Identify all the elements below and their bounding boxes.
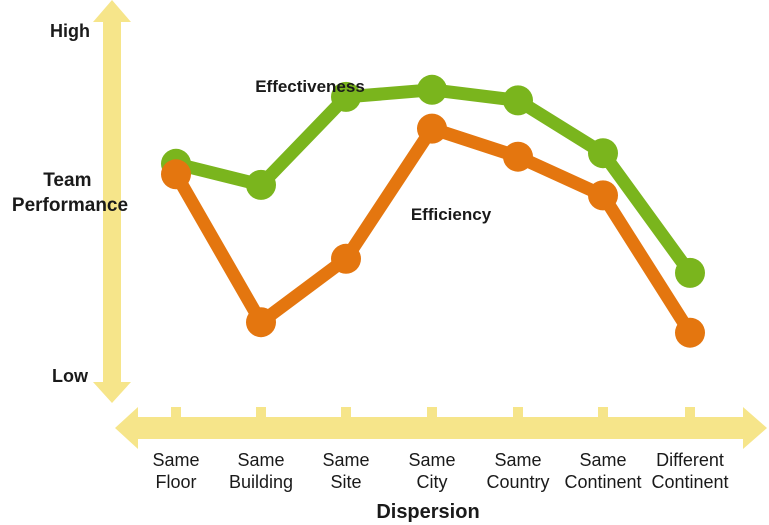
y-axis-arrow xyxy=(93,0,131,403)
x-tick-label: Same Country xyxy=(486,450,549,492)
series-effectiveness xyxy=(161,74,705,288)
x-tick-mark xyxy=(341,407,351,417)
y-axis-label-line-2: Performance xyxy=(12,195,128,216)
series-efficiency xyxy=(161,113,705,348)
x-tick-mark xyxy=(513,407,523,417)
data-point-effectiveness xyxy=(246,169,276,200)
data-point-efficiency xyxy=(675,317,705,348)
data-point-effectiveness xyxy=(331,81,361,112)
data-point-efficiency xyxy=(161,159,191,190)
x-tick-label: Same City xyxy=(408,450,455,492)
data-point-efficiency xyxy=(246,307,276,338)
x-axis-arrow xyxy=(115,407,767,449)
data-point-efficiency xyxy=(417,113,447,144)
data-point-efficiency xyxy=(331,243,361,274)
series-label-effectiveness: Effectiveness xyxy=(255,77,365,96)
data-point-effectiveness xyxy=(417,74,447,105)
data-point-effectiveness xyxy=(503,85,533,116)
y-axis-label-line-1: Team xyxy=(43,170,91,191)
y-tick-label-low: Low xyxy=(52,366,89,386)
x-tick-labels: Same Floor Same Building Same Site Same City Sam… xyxy=(152,450,728,492)
x-tick-mark xyxy=(171,407,181,417)
data-point-efficiency xyxy=(588,180,618,211)
x-tick-label: Same Site xyxy=(322,450,369,492)
series-label-efficiency: Efficiency xyxy=(411,205,492,224)
data-point-effectiveness xyxy=(675,257,705,288)
x-tick-label: Same Continent xyxy=(564,450,641,492)
x-tick-label: Same Building xyxy=(229,450,293,492)
data-point-efficiency xyxy=(503,141,533,172)
x-tick-mark xyxy=(598,407,608,417)
x-tick-label: Same Floor xyxy=(152,450,199,492)
y-axis-label: Team Performance xyxy=(12,170,128,216)
x-tick-mark xyxy=(427,407,437,417)
x-tick-mark xyxy=(685,407,695,417)
y-tick-label-high: High xyxy=(50,21,90,41)
x-axis-label: Dispersion xyxy=(376,501,479,523)
series-layer xyxy=(161,74,705,348)
axes xyxy=(93,0,767,449)
data-point-effectiveness xyxy=(588,138,618,169)
x-axis-ticks xyxy=(171,407,695,417)
x-tick-mark xyxy=(256,407,266,417)
x-tick-label: Different Continent xyxy=(651,450,728,492)
